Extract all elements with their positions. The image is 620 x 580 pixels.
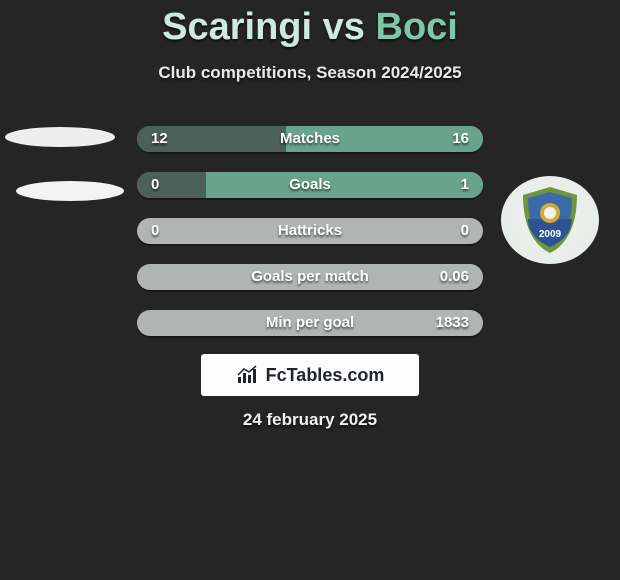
stat-right-val: 0: [447, 218, 483, 244]
chart-icon: [236, 365, 262, 385]
subtitle: Club competitions, Season 2024/2025: [0, 63, 620, 83]
player1-avatar-placeholder: [5, 127, 115, 147]
stat-label: Hattricks: [137, 218, 483, 244]
branding-text: FcTables.com: [266, 365, 385, 386]
stat-row: Goals per match 0.06: [137, 264, 483, 290]
crest-year: 2009: [539, 229, 562, 240]
stat-label: Matches: [137, 126, 483, 152]
stat-label: Goals: [137, 172, 483, 198]
stat-right-val: 1: [447, 172, 483, 198]
stat-row: 12 Matches 16: [137, 126, 483, 152]
stats-chart: 12 Matches 16 0 Goals 1 0 Hattricks 0 Go…: [137, 126, 483, 356]
date-label: 24 february 2025: [0, 410, 620, 430]
page-title: Scaringi vs Boci: [0, 0, 620, 49]
player1-club-placeholder: [16, 181, 124, 201]
stat-row: 0 Goals 1: [137, 172, 483, 198]
stat-right-val: 1833: [422, 310, 483, 336]
stat-right-val: 16: [438, 126, 483, 152]
player2-club-crest: 2009: [501, 176, 599, 264]
player1-name: Scaringi: [162, 6, 312, 48]
shield-icon: 2009: [519, 185, 581, 255]
stat-row: Min per goal 1833: [137, 310, 483, 336]
stat-row: 0 Hattricks 0: [137, 218, 483, 244]
stat-right-val: 0.06: [426, 264, 483, 290]
player2-name: Boci: [376, 6, 458, 48]
vs-label: vs: [323, 6, 365, 48]
branding-badge: FcTables.com: [201, 354, 419, 396]
